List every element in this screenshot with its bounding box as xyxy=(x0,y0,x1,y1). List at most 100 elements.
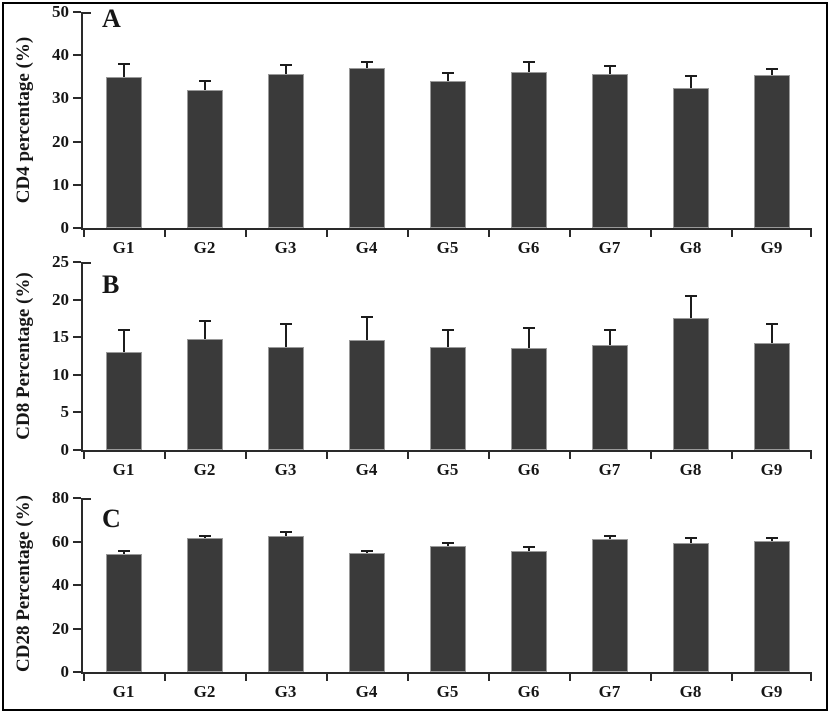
error-bar-line xyxy=(770,69,773,75)
error-bar-cap xyxy=(684,537,697,540)
x-category-label: G6 xyxy=(517,460,540,479)
x-tick xyxy=(164,452,166,459)
error-bar-cap xyxy=(603,329,616,332)
x-tick xyxy=(326,452,328,459)
y-tick xyxy=(73,11,81,13)
bar-g2 xyxy=(186,339,223,450)
error-bar-line xyxy=(284,531,287,537)
error-bar-cap xyxy=(765,536,778,539)
x-category-label: G7 xyxy=(598,238,621,257)
y-tick xyxy=(73,449,81,451)
error-bar-line xyxy=(608,66,611,75)
x-category-label: G7 xyxy=(598,682,621,701)
x-category-label: G8 xyxy=(679,682,702,701)
y-tick xyxy=(73,97,81,100)
x-tick xyxy=(164,674,166,681)
error-bar-line xyxy=(527,547,530,552)
y-tick xyxy=(73,336,81,339)
y-tick-label: 40 xyxy=(52,575,69,594)
x-category-label: G4 xyxy=(355,460,378,479)
x-category-label: G2 xyxy=(193,238,216,257)
x-tick xyxy=(569,230,571,237)
y-tick-label: 80 xyxy=(52,488,69,507)
x-category-label: G6 xyxy=(517,682,540,701)
error-bar-cap xyxy=(360,549,373,552)
y-axis-top-stub xyxy=(83,262,91,264)
bar-g2 xyxy=(186,89,223,228)
x-category-label: G1 xyxy=(112,682,135,701)
error-bar-cap xyxy=(441,328,454,331)
y-tick xyxy=(73,140,81,143)
error-bar-line xyxy=(122,64,125,77)
error-bar-line xyxy=(689,295,692,318)
x-tick xyxy=(83,674,85,681)
bar-g1 xyxy=(105,352,142,450)
x-tick xyxy=(407,674,409,681)
error-bar-line xyxy=(122,551,125,555)
bar-g3 xyxy=(267,536,304,672)
error-bar-cap xyxy=(360,60,373,63)
x-tick xyxy=(810,452,812,459)
y-axis-title-cd4: CD4 percentage (%) xyxy=(13,36,34,204)
y-tick xyxy=(73,497,81,499)
x-category-label: G2 xyxy=(193,682,216,701)
bar-g6 xyxy=(510,348,547,450)
x-category-label: G1 xyxy=(112,460,135,479)
x-category-label: G2 xyxy=(193,460,216,479)
y-tick xyxy=(73,261,81,263)
error-bar-line xyxy=(365,316,368,341)
error-bar-cap xyxy=(441,541,454,544)
x-category-label: G4 xyxy=(355,682,378,701)
bar-g7 xyxy=(591,345,628,450)
bar-g9 xyxy=(753,74,790,228)
y-tick xyxy=(73,183,81,186)
bar-g4 xyxy=(348,553,385,672)
x-tick xyxy=(407,230,409,237)
error-bar-cap xyxy=(279,530,292,533)
y-tick-label: 0 xyxy=(60,218,70,237)
y-tick-label: 40 xyxy=(52,45,69,65)
x-tick xyxy=(650,674,652,681)
x-tick xyxy=(810,230,812,237)
bar-g6 xyxy=(510,72,547,228)
y-axis-line xyxy=(81,12,83,230)
x-category-label: G5 xyxy=(436,460,459,479)
bar-g3 xyxy=(267,74,304,228)
y-tick-label: 5 xyxy=(60,402,70,422)
error-bar-line xyxy=(365,61,368,69)
bar-g8 xyxy=(672,542,709,672)
bar-g1 xyxy=(105,554,142,672)
y-tick xyxy=(73,540,81,543)
x-tick xyxy=(650,452,652,459)
x-tick xyxy=(569,674,571,681)
error-bar-line xyxy=(446,329,449,347)
error-bar-cap xyxy=(360,315,373,318)
x-tick xyxy=(245,230,247,237)
x-category-label: G8 xyxy=(679,238,702,257)
x-tick xyxy=(407,452,409,459)
bar-g4 xyxy=(348,340,385,450)
bar-g9 xyxy=(753,343,790,450)
bar-g1 xyxy=(105,76,142,228)
error-bar-line xyxy=(284,324,287,347)
y-tick-label: 0 xyxy=(60,440,70,459)
y-tick xyxy=(73,298,81,301)
bar-g2 xyxy=(186,538,223,672)
x-tick xyxy=(488,452,490,459)
error-bar-cap xyxy=(522,546,535,549)
error-bar-line xyxy=(608,330,611,346)
error-bar-line xyxy=(689,538,692,543)
bar-g9 xyxy=(753,540,790,672)
error-bar-cap xyxy=(603,534,616,537)
bar-g8 xyxy=(672,317,709,450)
error-bar-line xyxy=(770,323,773,344)
y-tick xyxy=(73,411,81,414)
error-bar-cap xyxy=(441,72,454,75)
x-category-label: G9 xyxy=(760,460,783,479)
error-bar-cap xyxy=(279,323,292,326)
y-axis-top-stub xyxy=(83,498,91,500)
x-category-label: G5 xyxy=(436,682,459,701)
error-bar-line xyxy=(527,61,530,73)
x-category-label: G8 xyxy=(679,460,702,479)
y-tick-label: 30 xyxy=(52,88,69,108)
